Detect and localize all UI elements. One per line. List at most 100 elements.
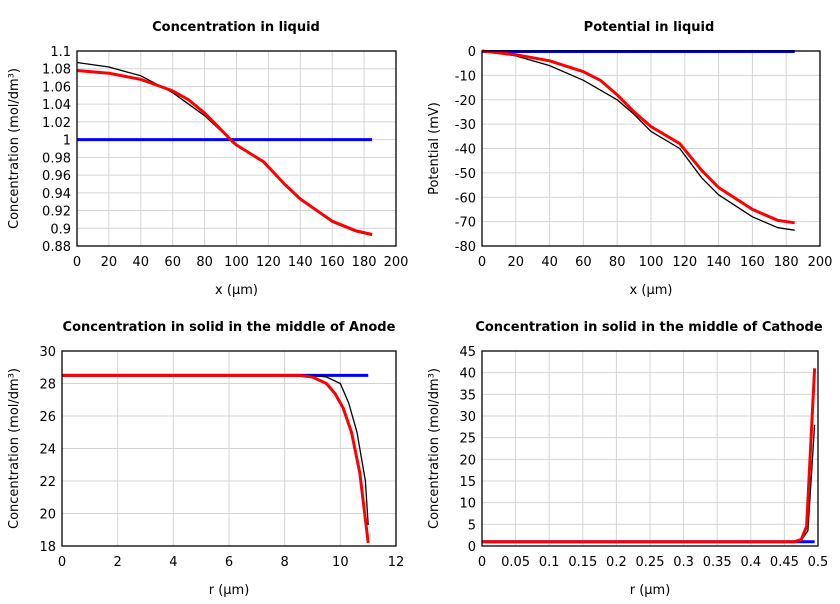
series-line-3 bbox=[482, 368, 817, 544]
series-line-3 bbox=[481, 49, 795, 225]
y-tick-label: 0.94 bbox=[42, 187, 71, 202]
y-tick-label: 0.88 bbox=[42, 240, 71, 255]
x-tick-label: 2 bbox=[114, 555, 122, 570]
x-tick-label: 100 bbox=[639, 255, 664, 270]
x-tick-label: 12 bbox=[388, 555, 405, 570]
x-tick-label: 0.5 bbox=[808, 555, 829, 570]
x-tick-label: 0.15 bbox=[568, 555, 597, 570]
plot-frame bbox=[76, 50, 397, 247]
x-tick-label: 180 bbox=[352, 255, 377, 270]
y-tick-label: 20 bbox=[459, 453, 476, 468]
y-tick-label: 0.98 bbox=[42, 151, 71, 166]
y-tick-label: -20 bbox=[455, 94, 476, 109]
y-tick-label: 26 bbox=[39, 410, 56, 425]
y-tick-label: 0.9 bbox=[50, 222, 71, 237]
chart-title: Potential in liquid bbox=[584, 20, 715, 35]
x-tick-label: 140 bbox=[706, 255, 731, 270]
x-tick-label: 0 bbox=[58, 555, 66, 570]
x-tick-label: 4 bbox=[169, 555, 177, 570]
x-axis-label: x (µm) bbox=[630, 283, 673, 298]
x-tick-label: 0.1 bbox=[539, 555, 560, 570]
y-tick-label: 0 bbox=[468, 540, 476, 555]
x-tick-label: 0 bbox=[478, 555, 486, 570]
y-tick-label: 30 bbox=[459, 410, 476, 425]
x-axis-label: r (µm) bbox=[209, 583, 250, 598]
y-tick-label: -10 bbox=[455, 69, 476, 84]
y-tick-label: 25 bbox=[459, 432, 476, 447]
y-tick-label: -50 bbox=[455, 167, 476, 182]
y-tick-label: 28 bbox=[39, 378, 56, 393]
x-tick-label: 0.3 bbox=[673, 555, 694, 570]
x-tick-label: 0.4 bbox=[740, 555, 761, 570]
y-tick-label: 1.04 bbox=[42, 98, 71, 113]
y-tick-label: 10 bbox=[459, 497, 476, 512]
x-tick-label: 0.35 bbox=[703, 555, 732, 570]
x-axis-label: x (µm) bbox=[215, 283, 258, 298]
x-tick-label: 60 bbox=[164, 255, 181, 270]
x-tick-label: 8 bbox=[281, 555, 289, 570]
series-line-2 bbox=[481, 50, 795, 231]
plot-frame bbox=[61, 350, 397, 547]
x-tick-label: 0.05 bbox=[501, 555, 530, 570]
x-tick-label: 20 bbox=[508, 255, 525, 270]
x-tick-label: 100 bbox=[224, 255, 249, 270]
plot-frame bbox=[481, 350, 819, 547]
y-tick-label: 30 bbox=[39, 345, 56, 360]
y-tick-label: 0.92 bbox=[42, 205, 71, 220]
x-tick-label: 20 bbox=[101, 255, 118, 270]
y-tick-label: 20 bbox=[39, 508, 56, 523]
x-tick-label: 6 bbox=[225, 555, 233, 570]
plot-frame bbox=[481, 50, 821, 247]
x-tick-label: 200 bbox=[384, 255, 409, 270]
x-tick-label: 0.45 bbox=[770, 555, 799, 570]
y-tick-label: 0.96 bbox=[42, 169, 71, 184]
y-tick-label: 40 bbox=[459, 367, 476, 382]
y-axis-label: Concentration (mol/dm³) bbox=[427, 368, 442, 529]
x-tick-label: 160 bbox=[740, 255, 765, 270]
y-tick-label: 18 bbox=[39, 540, 56, 555]
y-axis-label: Concentration (mol/dm³) bbox=[7, 368, 22, 529]
chart-title: Concentration in liquid bbox=[152, 20, 320, 35]
y-tick-label: 1.1 bbox=[50, 45, 71, 60]
y-tick-label: 1 bbox=[63, 134, 71, 149]
y-tick-label: 22 bbox=[39, 475, 56, 490]
x-tick-label: 80 bbox=[196, 255, 213, 270]
x-tick-label: 0 bbox=[73, 255, 81, 270]
y-tick-label: -80 bbox=[455, 240, 476, 255]
y-axis-label: Concentration (mol/dm³) bbox=[7, 68, 22, 229]
y-tick-label: 1.06 bbox=[42, 80, 71, 95]
x-tick-label: 180 bbox=[774, 255, 799, 270]
y-tick-label: 5 bbox=[468, 518, 476, 533]
x-tick-label: 40 bbox=[541, 255, 558, 270]
series-line-3 bbox=[76, 69, 373, 236]
x-tick-label: 120 bbox=[672, 255, 697, 270]
x-tick-label: 160 bbox=[320, 255, 345, 270]
subplot-4: 0 0.05 0.1 0.15 0.2 0.25 0.3 0.35 0.4 0.45 0.5 0 5 10… bbox=[427, 320, 828, 598]
y-tick-label: -40 bbox=[455, 143, 476, 158]
x-axis-label: r (µm) bbox=[630, 583, 671, 598]
y-tick-label: 0 bbox=[468, 45, 476, 60]
subplot-1: 0 20 40 60 80 100 120 140 160 180 200 0.88 0.9 0.92 0.… bbox=[7, 20, 408, 298]
chart-title: Concentration in solid in the middle of … bbox=[63, 320, 396, 335]
series-line-2 bbox=[76, 61, 373, 237]
y-tick-label: 35 bbox=[459, 388, 476, 403]
y-tick-label: 1.08 bbox=[42, 63, 71, 78]
y-tick-label: 1.02 bbox=[42, 116, 71, 131]
y-tick-label: -60 bbox=[455, 191, 476, 206]
chart-title: Concentration in solid in the middle of … bbox=[475, 320, 823, 335]
x-tick-label: 120 bbox=[256, 255, 281, 270]
series-line-3 bbox=[62, 373, 370, 543]
y-tick-label: -30 bbox=[455, 118, 476, 133]
x-tick-label: 0.25 bbox=[636, 555, 665, 570]
x-tick-label: 0 bbox=[478, 255, 486, 270]
y-tick-label: 15 bbox=[459, 475, 476, 490]
y-tick-label: -70 bbox=[455, 216, 476, 231]
y-axis-label: Potential (mV) bbox=[427, 102, 442, 195]
x-tick-label: 80 bbox=[609, 255, 626, 270]
x-tick-label: 0.2 bbox=[606, 555, 627, 570]
x-tick-label: 10 bbox=[332, 555, 349, 570]
series-line-2 bbox=[62, 374, 369, 525]
x-tick-label: 140 bbox=[288, 255, 313, 270]
